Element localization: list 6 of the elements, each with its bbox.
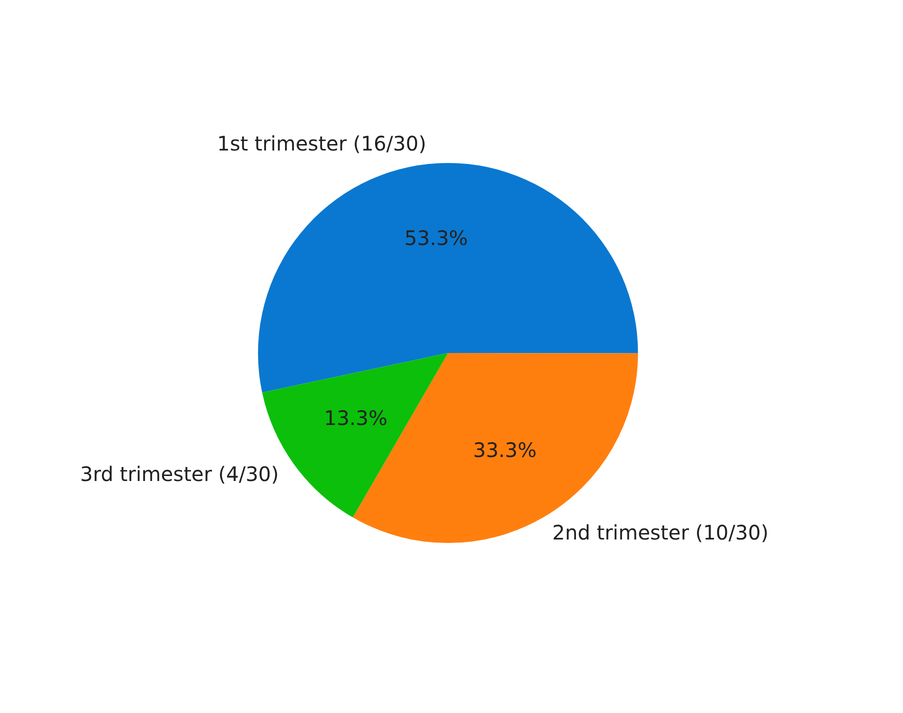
slice-label: 2nd trimester (10/30) xyxy=(552,520,769,544)
data-label: 13.3% xyxy=(324,406,388,430)
slice-label: 3rd trimester (4/30) xyxy=(80,462,279,486)
data-label: 33.3% xyxy=(473,438,537,462)
slice-label: 1st trimester (16/30) xyxy=(217,131,426,156)
data-label: 53.3% xyxy=(404,226,468,250)
